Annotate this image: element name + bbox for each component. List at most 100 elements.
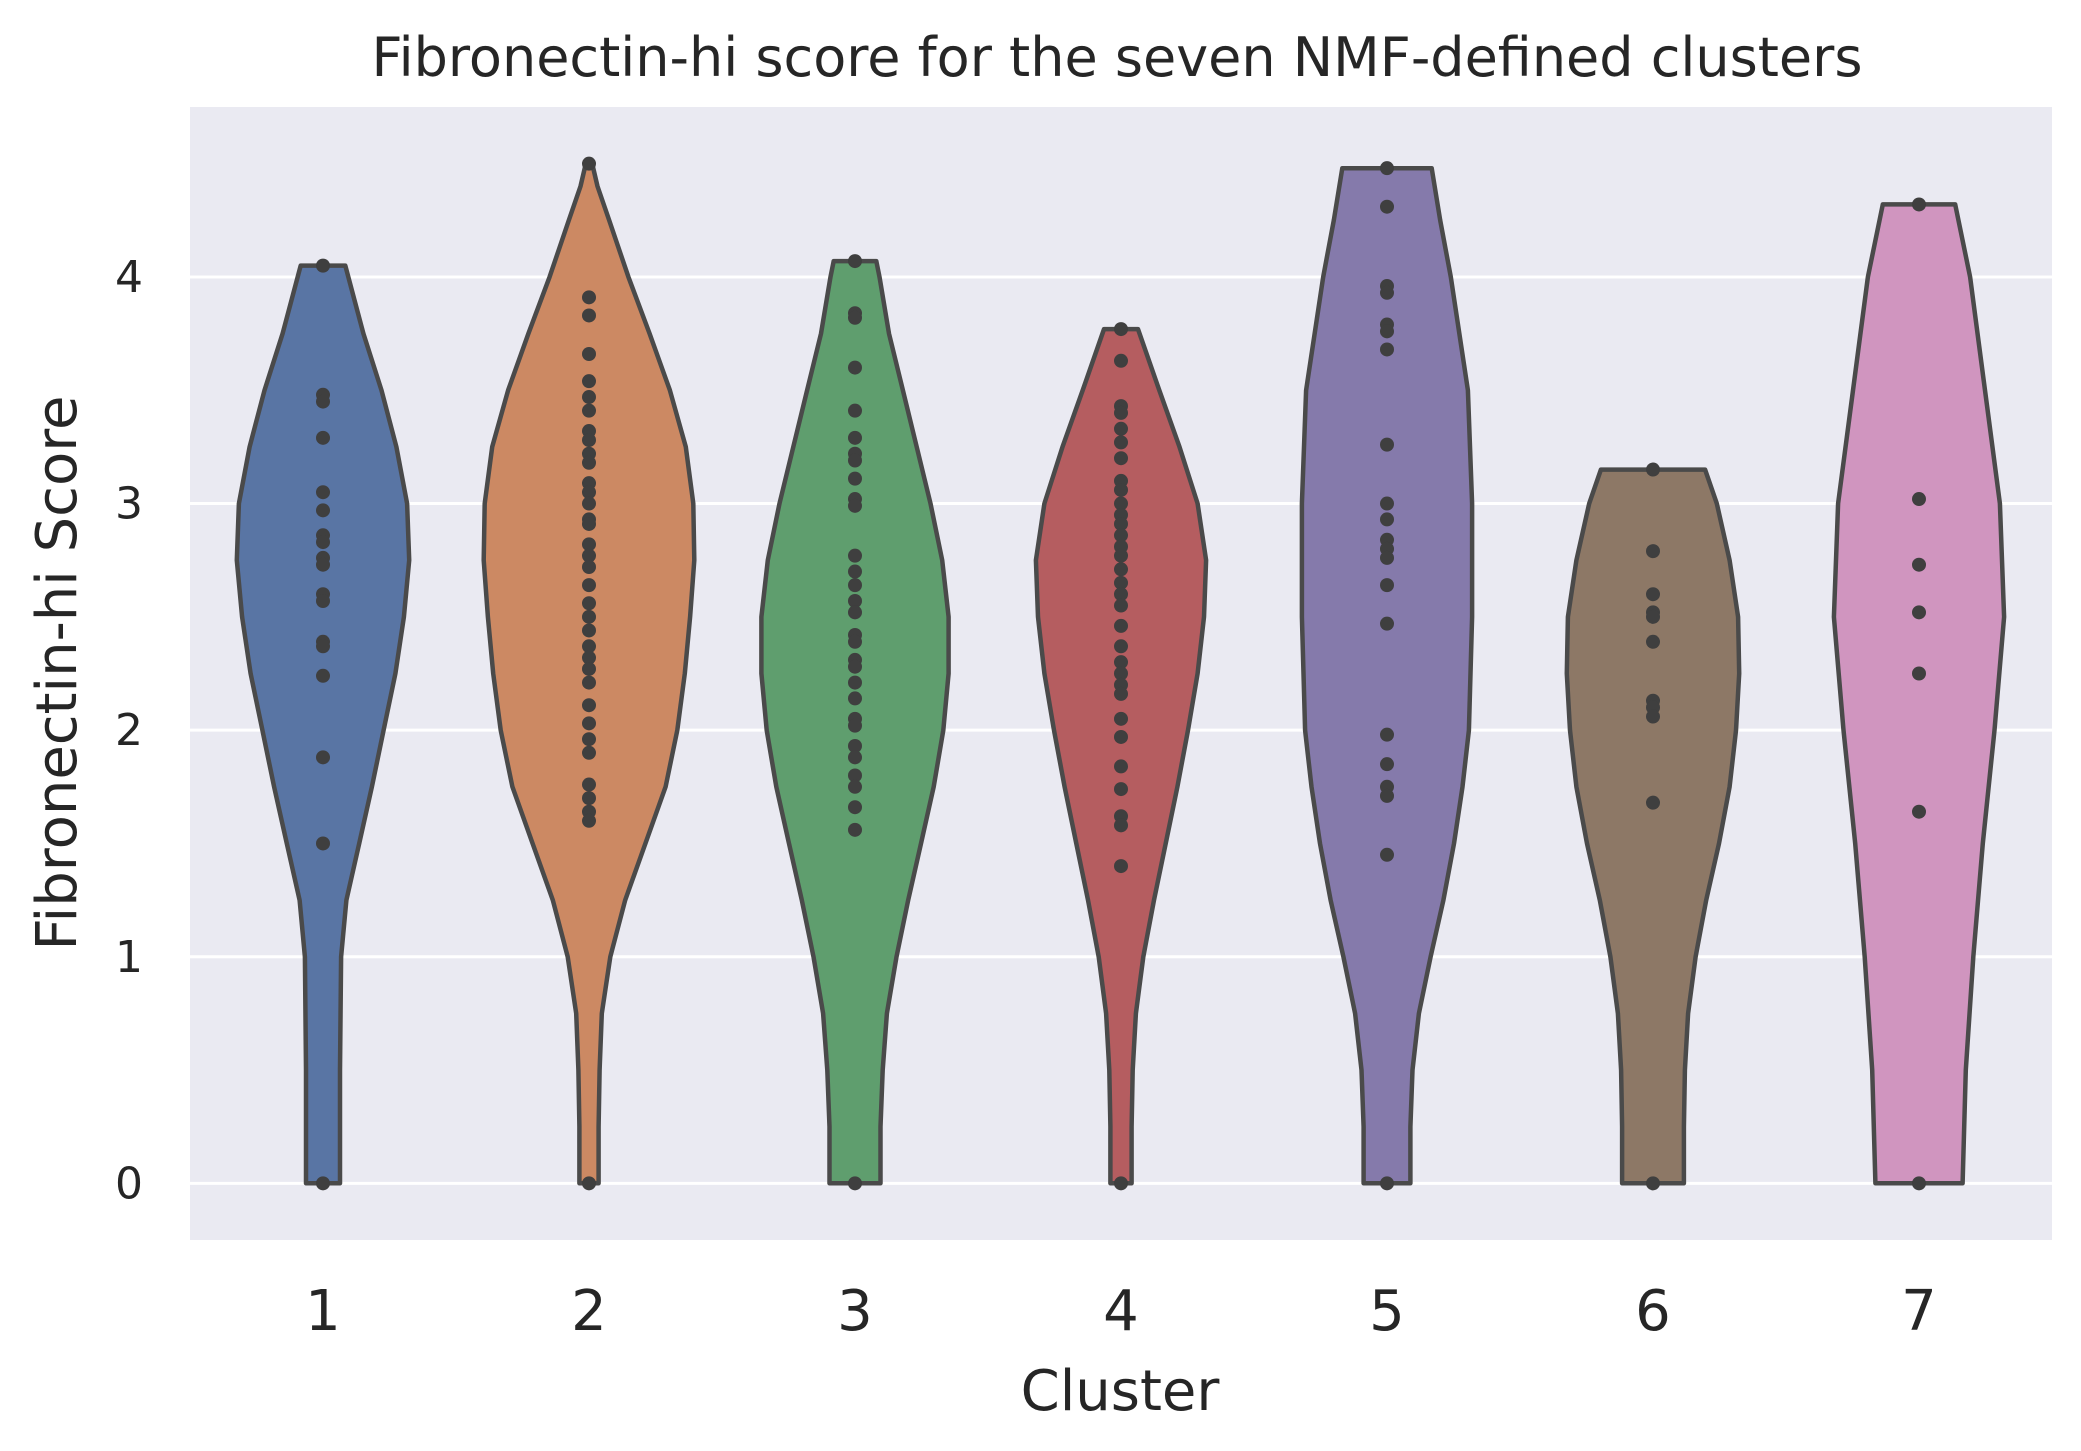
- data-point: [582, 596, 596, 611]
- data-point: [848, 718, 862, 733]
- data-point: [582, 813, 596, 828]
- data-point: [582, 548, 596, 563]
- data-point: [316, 668, 330, 683]
- violin-cluster-7: [1831, 202, 2007, 1186]
- violin-cluster-4: [1033, 326, 1209, 1186]
- y-axis-label: Fibronectin-hi Score: [25, 396, 90, 951]
- data-point: [582, 609, 596, 624]
- data-point: [1380, 199, 1394, 214]
- y-tick-label: 1: [115, 932, 143, 983]
- data-point: [1114, 711, 1128, 726]
- data-point: [848, 564, 862, 579]
- data-point: [1380, 1176, 1394, 1191]
- data-point: [582, 496, 596, 511]
- x-tick-label: 4: [1103, 1279, 1139, 1344]
- data-point: [1114, 575, 1128, 590]
- data-point: [582, 1176, 596, 1191]
- data-point: [582, 745, 596, 760]
- data-point: [1114, 618, 1128, 633]
- data-point: [582, 374, 596, 389]
- data-point: [848, 548, 862, 563]
- data-point: [848, 403, 862, 418]
- data-point: [582, 156, 596, 171]
- data-point: [1114, 818, 1128, 833]
- data-point: [1114, 655, 1128, 670]
- data-point: [1114, 1176, 1128, 1191]
- data-point: [582, 732, 596, 747]
- x-tick-label: 7: [1901, 1279, 1937, 1344]
- data-point: [1646, 544, 1660, 559]
- x-axis-ticks: 1 2 3 4 5 6 7: [305, 1279, 1937, 1344]
- data-point: [582, 537, 596, 552]
- data-point: [1646, 795, 1660, 810]
- data-point: [1114, 859, 1128, 874]
- data-point: [848, 1176, 862, 1191]
- data-point: [582, 623, 596, 638]
- y-axis-ticks: 0 1 2 3 4: [115, 252, 143, 1209]
- data-point: [1380, 324, 1394, 339]
- data-point: [1912, 197, 1926, 212]
- x-tick-label: 2: [571, 1279, 607, 1344]
- data-point: [582, 308, 596, 323]
- data-point: [1380, 437, 1394, 452]
- data-point: [582, 290, 596, 305]
- data-point: [1114, 548, 1128, 563]
- data-point: [1912, 557, 1926, 572]
- data-point: [1114, 587, 1128, 602]
- data-point: [582, 639, 596, 654]
- data-point: [582, 485, 596, 500]
- data-point: [1114, 639, 1128, 654]
- violin-cluster-6: [1564, 467, 1742, 1186]
- data-point: [582, 791, 596, 806]
- data-point: [582, 675, 596, 690]
- data-point: [582, 403, 596, 418]
- data-point: [1912, 605, 1926, 620]
- data-point: [848, 779, 862, 794]
- y-tick-label: 0: [115, 1158, 143, 1209]
- y-tick-label: 4: [115, 252, 143, 303]
- x-tick-label: 1: [305, 1279, 341, 1344]
- data-point: [1114, 528, 1128, 543]
- data-point: [582, 559, 596, 574]
- data-point: [848, 310, 862, 325]
- data-point: [1380, 616, 1394, 631]
- data-point: [582, 346, 596, 361]
- data-point: [316, 1176, 330, 1191]
- data-point: [316, 750, 330, 765]
- data-point: [1380, 788, 1394, 803]
- data-point: [1114, 562, 1128, 577]
- data-point: [316, 557, 330, 572]
- data-point: [582, 650, 596, 665]
- y-tick-label: 2: [115, 705, 143, 756]
- data-point: [316, 535, 330, 550]
- x-tick-label: 6: [1635, 1279, 1671, 1344]
- data-point: [1912, 666, 1926, 681]
- data-point: [316, 593, 330, 608]
- data-point: [848, 739, 862, 754]
- violin-cluster-1: [234, 263, 412, 1186]
- data-point: [848, 675, 862, 690]
- data-point: [848, 498, 862, 513]
- data-point: [1380, 161, 1394, 176]
- data-point: [316, 503, 330, 518]
- data-point: [582, 455, 596, 470]
- data-point: [848, 605, 862, 620]
- data-point: [1380, 550, 1394, 565]
- chart-title: Fibronectin-hi score for the seven NMF-d…: [372, 26, 1863, 89]
- y-tick-label: 3: [115, 479, 143, 530]
- data-point: [1646, 634, 1660, 649]
- data-point: [1114, 782, 1128, 797]
- data-point: [1114, 405, 1128, 420]
- data-point: [1114, 353, 1128, 368]
- data-point: [1380, 512, 1394, 527]
- data-point: [848, 360, 862, 375]
- data-point: [1646, 462, 1660, 477]
- data-point: [582, 777, 596, 792]
- data-point: [1380, 496, 1394, 511]
- data-point: [1646, 587, 1660, 602]
- data-point: [1114, 686, 1128, 701]
- data-point: [1114, 482, 1128, 497]
- data-point: [1114, 435, 1128, 450]
- data-point: [848, 578, 862, 593]
- data-point: [582, 433, 596, 448]
